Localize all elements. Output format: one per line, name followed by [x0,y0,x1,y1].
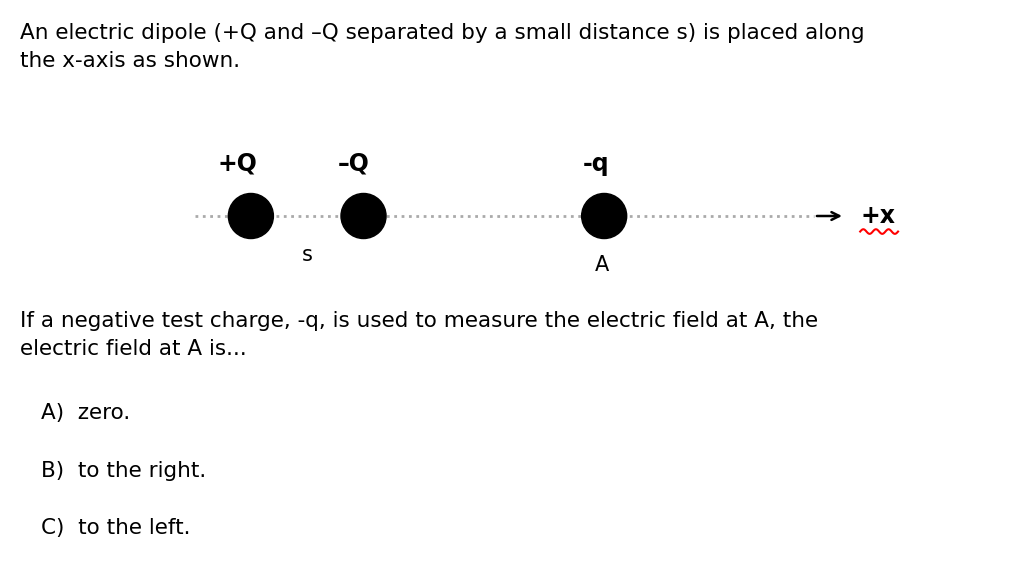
Ellipse shape [341,194,386,238]
Ellipse shape [582,194,627,238]
Text: B)  to the right.: B) to the right. [41,461,206,481]
Text: An electric dipole (+Q and –Q separated by a small distance s) is placed along
t: An electric dipole (+Q and –Q separated … [20,23,865,71]
Text: C)  to the left.: C) to the left. [41,518,190,539]
Text: +x: +x [860,204,895,228]
Text: -q: -q [583,151,609,176]
Text: If a negative test charge, -q, is used to measure the electric field at A, the
e: If a negative test charge, -q, is used t… [20,311,818,359]
Text: A)  zero.: A) zero. [41,403,130,423]
Text: s: s [302,245,312,265]
Text: –Q: –Q [337,151,370,176]
Text: A: A [595,255,609,275]
Ellipse shape [228,194,273,238]
Text: +Q: +Q [218,151,257,176]
